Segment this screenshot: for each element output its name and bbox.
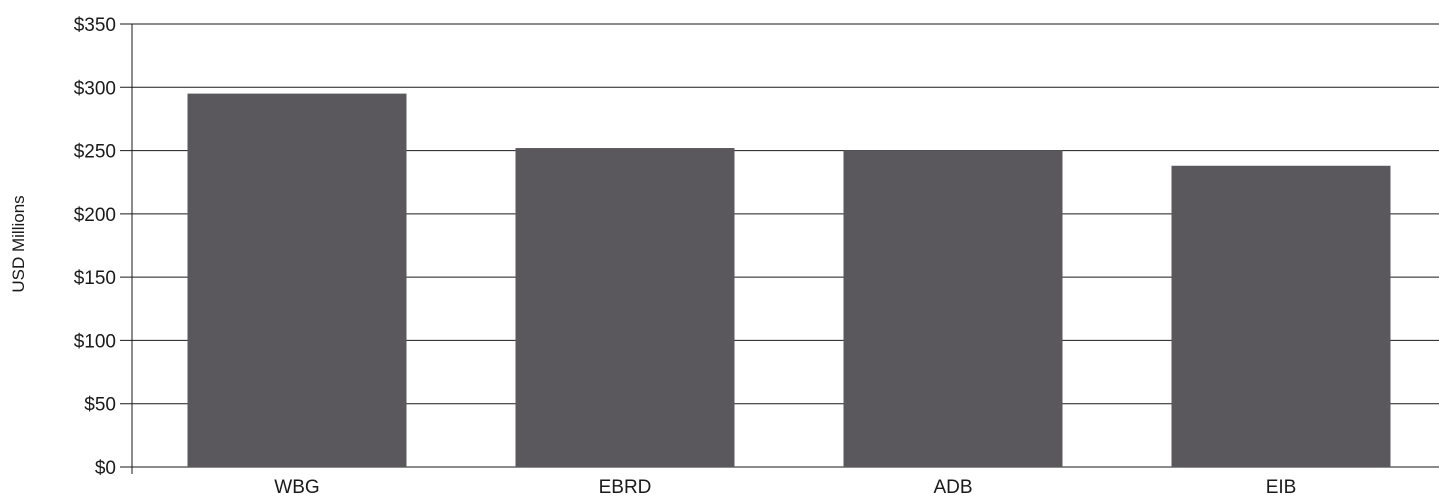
x-tick-label: EBRD (599, 477, 652, 497)
y-axis-title: USD Millions (9, 195, 28, 292)
y-tick-labels: $0 $50 $100 $150 $200 $250 $300 $350 (74, 15, 116, 479)
bar-ebrd (515, 148, 735, 468)
y-tick-label: $200 (74, 205, 116, 226)
y-tick-label: $300 (74, 78, 116, 99)
x-tick-labels: WBG EBRD ADB EIB (274, 477, 1296, 497)
x-tick-label: ADB (933, 477, 972, 497)
bars (187, 93, 1391, 468)
y-tick-label: $150 (74, 268, 116, 289)
bar-wbg (187, 93, 407, 467)
y-tick-label: $0 (95, 458, 116, 479)
bar-eib (1171, 165, 1391, 467)
bar-adb (843, 150, 1063, 468)
y-tick-label: $50 (84, 395, 116, 416)
y-tick-label: $250 (74, 142, 116, 163)
x-tick-label: WBG (274, 477, 319, 497)
y-tick-label: $100 (74, 331, 116, 352)
y-tick-label: $350 (74, 15, 116, 36)
x-tick-label: EIB (1266, 477, 1297, 497)
